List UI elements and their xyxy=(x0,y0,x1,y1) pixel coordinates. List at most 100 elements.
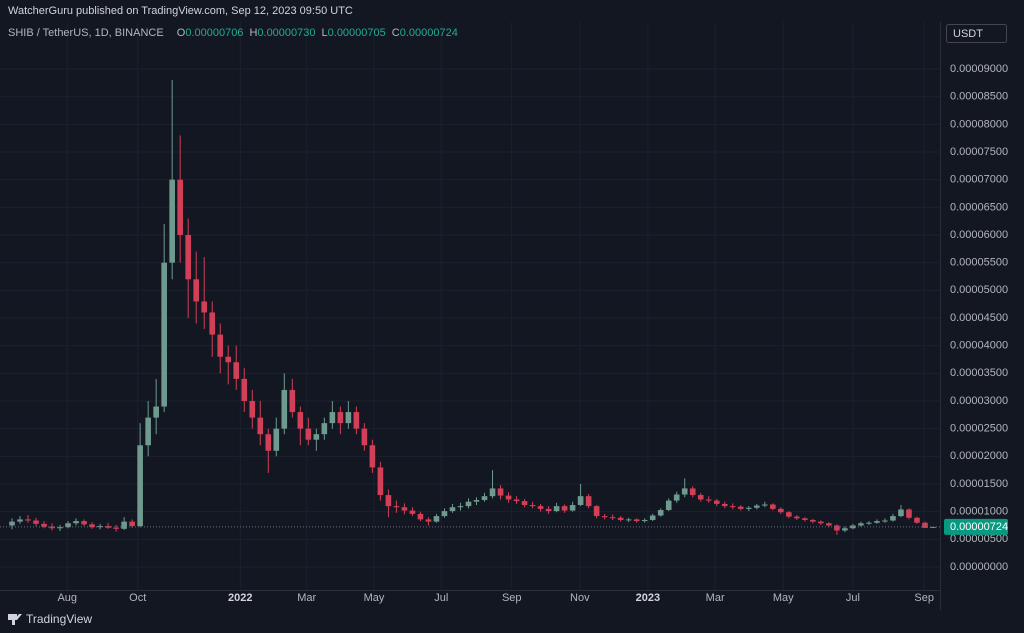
candle-body xyxy=(169,179,175,263)
x-tick-label: Jul xyxy=(434,592,448,604)
currency-label[interactable]: USDT xyxy=(953,28,983,40)
x-tick-label: Mar xyxy=(706,592,725,604)
x-tick-label: Aug xyxy=(57,592,77,604)
y-tick-label: 0.00007000 xyxy=(950,174,1008,186)
candle-body xyxy=(9,521,15,526)
candle-body xyxy=(297,412,304,429)
candle-body xyxy=(241,378,248,401)
candle-body xyxy=(874,521,880,523)
logo-part xyxy=(8,614,17,620)
candle-body xyxy=(113,527,119,529)
candle-body xyxy=(866,522,872,524)
candle-body xyxy=(225,356,232,363)
candle-body xyxy=(313,434,320,440)
candle-body xyxy=(361,428,368,446)
candle-body xyxy=(489,488,496,497)
candle-body xyxy=(441,511,448,517)
candle-body xyxy=(217,334,224,357)
logo-part xyxy=(14,614,22,620)
candle-body xyxy=(497,488,504,496)
candle-body xyxy=(393,506,400,508)
candle-body xyxy=(657,509,664,516)
x-tick-label: Sep xyxy=(502,592,522,604)
y-tick-label: 0.00002500 xyxy=(950,423,1008,435)
candle-body xyxy=(89,524,95,528)
brand: TradingView xyxy=(26,612,92,626)
candle-body xyxy=(369,445,376,468)
y-tick-label: 0.00006000 xyxy=(950,229,1008,241)
candle-body xyxy=(481,496,488,501)
candle-body xyxy=(97,526,103,528)
legend-key: O xyxy=(177,27,186,39)
candle-body xyxy=(906,509,912,518)
y-tick-label: 0.00004000 xyxy=(950,340,1008,352)
legend-value: 0.00000706 xyxy=(185,27,243,39)
candle-body xyxy=(417,513,424,520)
candle-body xyxy=(41,523,47,527)
candle-body xyxy=(826,523,832,526)
candle-body xyxy=(81,521,87,525)
candle-body xyxy=(665,500,672,510)
candle-body xyxy=(569,505,576,511)
plot-area xyxy=(9,80,936,535)
y-tick-label: 0.00005500 xyxy=(950,257,1008,269)
candle-body xyxy=(593,506,600,517)
candle-body xyxy=(794,516,800,519)
logo-part xyxy=(12,620,15,625)
candle-body xyxy=(705,499,712,501)
x-tick-label: Mar xyxy=(297,592,316,604)
x-tick-label: Oct xyxy=(129,592,146,604)
candle-body xyxy=(145,417,151,446)
legend-key: C xyxy=(392,27,400,39)
candle-body xyxy=(521,501,528,506)
candle-body xyxy=(73,521,79,524)
x-tick-label: Nov xyxy=(570,592,590,604)
x-tick-label: Sep xyxy=(914,592,934,604)
candle-body xyxy=(737,506,744,509)
candle-body xyxy=(177,179,183,236)
candle-body xyxy=(697,495,704,500)
candle-body xyxy=(745,507,752,509)
y-tick-label: 0.00007500 xyxy=(950,146,1008,158)
candle-body xyxy=(161,262,167,407)
candle-body xyxy=(529,505,536,507)
legend-key: H xyxy=(249,27,257,39)
candle-body xyxy=(882,520,888,522)
candle-body xyxy=(721,503,728,507)
candle-body xyxy=(641,519,648,522)
candle-body xyxy=(249,400,256,418)
candle-body xyxy=(713,500,720,504)
y-tick-label: 0.00006500 xyxy=(950,201,1008,213)
last-price-tag xyxy=(944,518,1008,535)
candle-body xyxy=(121,521,127,529)
candle-body xyxy=(834,525,840,531)
y-tick-label: 0.00002000 xyxy=(950,450,1008,462)
candle-body xyxy=(273,428,280,451)
candle-body xyxy=(409,510,416,514)
candle-body xyxy=(778,508,784,513)
candle-body xyxy=(201,301,208,313)
candle-body xyxy=(545,508,552,512)
candle-body xyxy=(810,519,816,522)
x-tick-label: 2023 xyxy=(636,592,660,604)
candle-body xyxy=(649,515,656,520)
y-tick-label: 0.00000500 xyxy=(950,533,1008,545)
candle-body xyxy=(553,506,560,512)
y-tick-label: 0.00001500 xyxy=(950,478,1008,490)
candle-body xyxy=(457,506,464,508)
candle-body xyxy=(33,520,39,524)
candle-body xyxy=(513,499,520,502)
currency-box[interactable] xyxy=(946,24,1007,43)
candle-body xyxy=(577,496,584,506)
y-tick-label: 0.00009000 xyxy=(950,63,1008,75)
candle-body xyxy=(353,412,360,429)
candle-body xyxy=(505,495,512,500)
candle-body xyxy=(922,522,928,528)
y-tick-label: 0.00003000 xyxy=(950,395,1008,407)
candle-body xyxy=(377,467,384,496)
candle-body xyxy=(321,423,328,435)
x-tick-label: Jul xyxy=(846,592,860,604)
candle-body xyxy=(818,521,824,524)
candle-body xyxy=(57,527,63,529)
